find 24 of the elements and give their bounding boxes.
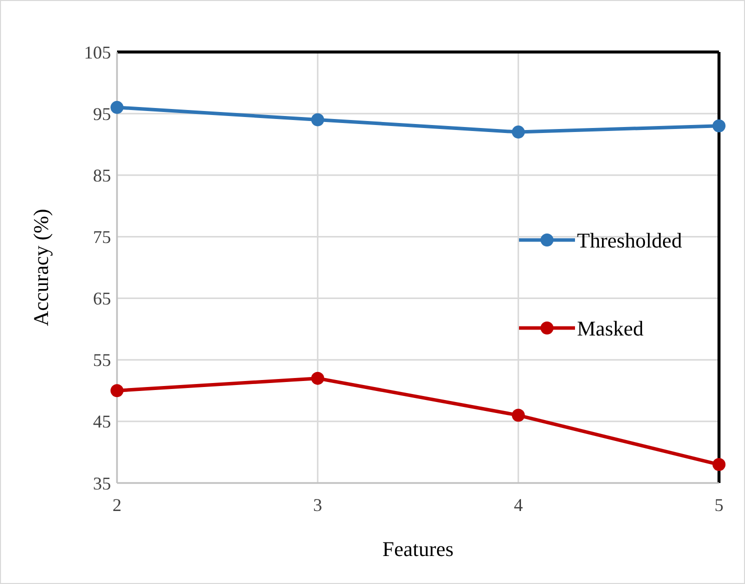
point <box>110 384 124 398</box>
x-tick-label: 5 <box>714 495 724 515</box>
x-tick-label: 4 <box>514 495 523 515</box>
y-axis-title: Accuracy (%) <box>29 208 53 326</box>
point <box>512 408 525 422</box>
point <box>311 113 324 126</box>
legend-label: Thresholded <box>577 228 682 252</box>
y-tick-label: 75 <box>93 227 111 248</box>
y-tick-label: 85 <box>93 165 111 186</box>
y-tick-label: 65 <box>93 288 111 309</box>
point <box>712 119 726 132</box>
point <box>712 458 726 472</box>
point <box>110 100 124 114</box>
y-tick-label: 35 <box>93 473 111 494</box>
legend-label: Masked <box>577 316 644 340</box>
x-tick-label: 2 <box>112 495 122 515</box>
point <box>512 126 525 139</box>
x-tick-label: 3 <box>313 495 322 515</box>
point <box>311 372 324 385</box>
y-tick-label: 55 <box>93 350 111 370</box>
y-tick-label: 95 <box>93 104 111 124</box>
y-tick-label: 105 <box>84 42 111 62</box>
y-tick-label: 45 <box>93 412 111 432</box>
x-axis-title: Features <box>382 537 454 561</box>
